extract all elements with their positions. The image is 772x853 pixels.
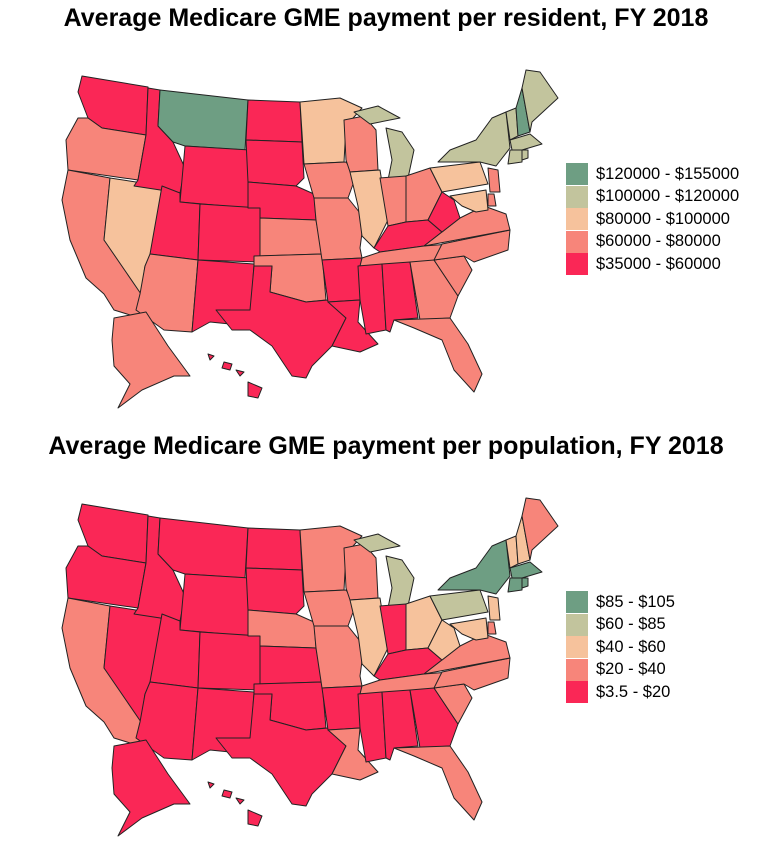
legend-item: $120000 - $155000 xyxy=(566,163,739,186)
legend-item: $3.5 - $20 xyxy=(566,681,675,704)
state-ny xyxy=(437,539,511,595)
state-co xyxy=(197,203,261,263)
legend-label: $35000 - $60000 xyxy=(596,254,721,273)
legend-item: $80000 - $100000 xyxy=(566,208,739,231)
state-la xyxy=(327,299,379,353)
state-mt xyxy=(157,89,249,151)
legend: $85 - $105 $60 - $85 $40 - $60 $20 - $40… xyxy=(566,591,675,704)
state-ks xyxy=(259,217,323,257)
state-ct xyxy=(507,149,523,165)
legend-item: $60000 - $80000 xyxy=(566,230,739,254)
legend-label: $60 - $85 xyxy=(596,615,666,634)
legend-item: $40 - $60 xyxy=(566,636,675,659)
legend-item: $20 - $40 xyxy=(566,658,675,682)
state-md xyxy=(449,189,489,213)
legend-item: $85 - $105 xyxy=(566,591,675,614)
state-ms xyxy=(357,691,387,763)
state-wi xyxy=(343,543,379,601)
state-wv xyxy=(427,619,461,661)
state-tx xyxy=(215,693,347,807)
state-ma xyxy=(509,561,543,579)
state-co xyxy=(197,631,261,691)
state-fl xyxy=(393,745,483,821)
legend-item: $60 - $85 xyxy=(566,613,675,637)
state-wv xyxy=(427,191,461,233)
legend-item: $100000 - $120000 xyxy=(566,185,740,209)
state-md xyxy=(449,617,489,641)
legend-swatch xyxy=(566,658,588,681)
state-ny xyxy=(437,111,511,167)
legend-swatch xyxy=(566,230,588,253)
map-panel-resident: Average Medicare GME payment per residen… xyxy=(0,0,772,425)
legend-swatch xyxy=(566,636,588,659)
legend-swatch xyxy=(566,591,588,614)
state-pa xyxy=(429,589,489,621)
state-hi xyxy=(207,781,263,827)
legend-label: $20 - $40 xyxy=(596,660,666,679)
state-nj xyxy=(487,167,501,193)
legend-label: $60000 - $80000 xyxy=(596,232,721,251)
map-title: Average Medicare GME payment per residen… xyxy=(63,4,709,32)
legend-label: $85 - $105 xyxy=(596,592,675,611)
legend-label: $3.5 - $20 xyxy=(596,682,671,701)
state-wy xyxy=(179,145,251,209)
state-ks xyxy=(259,645,323,685)
state-ri xyxy=(521,149,529,161)
state-ga xyxy=(409,687,459,749)
us-choropleth-map-resident xyxy=(61,69,559,409)
us-choropleth-map-population xyxy=(61,497,559,837)
legend-swatch xyxy=(566,185,588,208)
state-ak xyxy=(111,739,191,837)
state-tx xyxy=(215,265,347,379)
state-ak xyxy=(111,311,191,409)
legend-label: $40 - $60 xyxy=(596,637,666,656)
state-la xyxy=(327,727,379,781)
state-sd xyxy=(245,139,305,187)
state-ma xyxy=(509,133,543,151)
legend-swatch xyxy=(566,253,588,276)
legend-label: $120000 - $155000 xyxy=(596,164,740,183)
state-wi xyxy=(343,115,379,173)
state-hi xyxy=(207,353,263,399)
legend-swatch xyxy=(566,681,588,704)
state-ia xyxy=(303,161,357,199)
state-mo xyxy=(313,625,365,689)
state-nd xyxy=(245,527,303,571)
legend-label: $100000 - $120000 xyxy=(596,187,740,206)
map-panel-population: Average Medicare GME payment per populat… xyxy=(0,428,772,853)
legend-swatch xyxy=(566,613,588,636)
map-title: Average Medicare GME payment per populat… xyxy=(48,432,724,460)
state-de xyxy=(487,193,497,207)
state-pa xyxy=(429,161,489,193)
legend-swatch xyxy=(566,208,588,231)
legend-item: $35000 - $60000 xyxy=(566,253,739,276)
state-de xyxy=(487,621,497,635)
state-me xyxy=(521,497,559,561)
state-ga xyxy=(409,259,459,321)
state-ar xyxy=(321,685,363,731)
legend-label: $80000 - $100000 xyxy=(596,209,730,228)
state-nj xyxy=(487,595,501,621)
state-nd xyxy=(245,99,303,143)
state-me xyxy=(521,69,559,133)
state-wy xyxy=(179,573,251,637)
legend: $120000 - $155000 $100000 - $120000 $800… xyxy=(566,163,739,276)
state-ct xyxy=(507,577,523,593)
state-ia xyxy=(303,589,357,627)
state-sd xyxy=(245,567,305,615)
state-ar xyxy=(321,257,363,303)
state-fl xyxy=(393,317,483,393)
state-mt xyxy=(157,517,249,579)
state-ri xyxy=(521,577,529,589)
legend-swatch xyxy=(566,163,588,186)
state-mo xyxy=(313,197,365,261)
state-ms xyxy=(357,263,387,335)
